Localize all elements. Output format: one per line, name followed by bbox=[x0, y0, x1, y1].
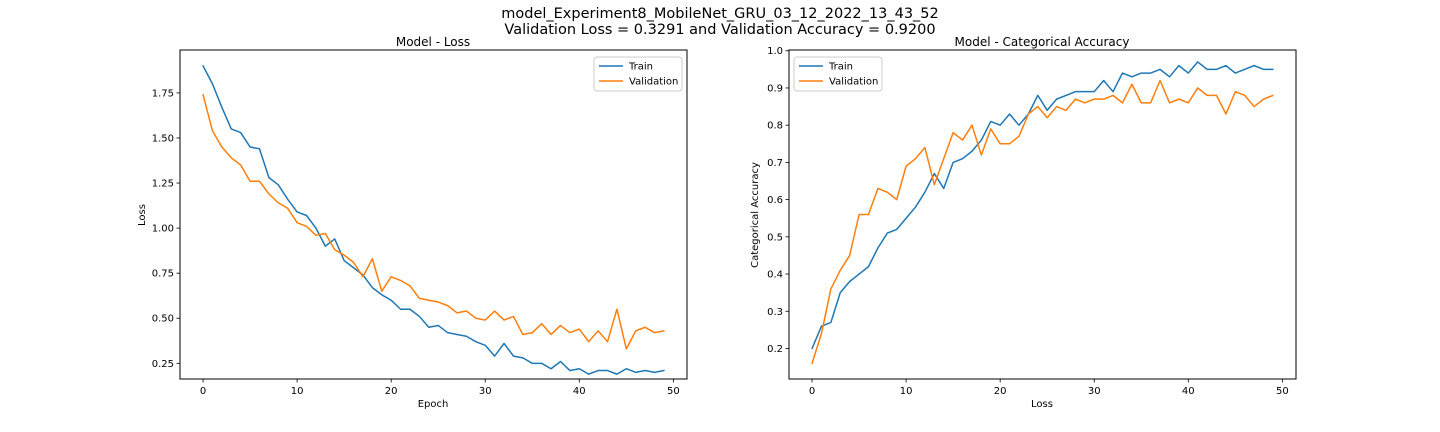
accuracy-y-tick-label: 0.9 bbox=[767, 83, 783, 94]
accuracy-y-tick-label: 0.3 bbox=[767, 307, 783, 318]
loss-x-tick-label: 40 bbox=[573, 386, 586, 397]
accuracy-ticks: 0 10 20 30 40 50 0.2 0.3 0.4 0.5 0.6 0.7 0.8 0.9 1.0 bbox=[767, 46, 1289, 397]
loss-legend-train-label: Train bbox=[628, 62, 653, 73]
loss-legend-validation-label: Validation bbox=[629, 77, 678, 88]
loss-x-tick-label: 10 bbox=[291, 386, 304, 397]
loss-y-tick-label: 0.25 bbox=[152, 359, 174, 370]
loss-ticks: 0 10 20 30 40 50 0.25 0.50 0.75 1.00 1.25 1.50 1.75 bbox=[152, 88, 680, 397]
loss-series-train-line bbox=[202, 65, 665, 375]
loss-x-tick-label: 0 bbox=[200, 386, 206, 397]
accuracy-legend: Train Validation bbox=[793, 56, 883, 92]
loss-x-axis-label: Epoch bbox=[418, 399, 449, 410]
loss-x-tick-label: 50 bbox=[667, 386, 680, 397]
accuracy-y-axis-label: Categorical Accuracy bbox=[750, 162, 761, 268]
loss-series-validation-line bbox=[202, 93, 665, 350]
accuracy-series-train-line bbox=[811, 61, 1274, 350]
loss-y-tick-label: 1.25 bbox=[152, 179, 174, 190]
accuracy-x-tick-label: 10 bbox=[900, 386, 913, 397]
accuracy-y-tick-label: 1.0 bbox=[767, 46, 783, 57]
accuracy-lines bbox=[811, 61, 1274, 365]
accuracy-y-tick-label: 0.6 bbox=[767, 195, 783, 206]
loss-y-tick-label: 1.75 bbox=[152, 88, 174, 99]
loss-y-tick-label: 0.75 bbox=[152, 269, 174, 280]
loss-x-tick-label: 20 bbox=[385, 386, 398, 397]
loss-y-tick-label: 1.50 bbox=[152, 133, 174, 144]
accuracy-y-tick-label: 0.7 bbox=[767, 158, 783, 169]
accuracy-chart: Model - Categorical Accuracy Loss Catego… bbox=[750, 35, 1297, 410]
figure-suptitle-line1: model_Experiment8_MobileNet_GRU_03_12_20… bbox=[501, 6, 939, 22]
accuracy-series-validation-line bbox=[811, 79, 1274, 365]
accuracy-axes-frame bbox=[788, 49, 1297, 380]
accuracy-x-tick-label: 0 bbox=[809, 386, 815, 397]
accuracy-x-tick-label: 30 bbox=[1088, 386, 1101, 397]
loss-chart: Model - Loss Epoch Loss 0 10 20 30 40 500.250… bbox=[137, 35, 688, 410]
accuracy-legend-validation-label: Validation bbox=[829, 77, 878, 88]
accuracy-x-tick-label: 50 bbox=[1276, 386, 1289, 397]
loss-x-tick-label: 30 bbox=[479, 386, 492, 397]
loss-y-axis-label: Loss bbox=[137, 204, 148, 226]
loss-axes-frame bbox=[179, 49, 688, 380]
loss-y-tick-label: 1.00 bbox=[152, 224, 174, 235]
accuracy-x-tick-label: 40 bbox=[1182, 386, 1195, 397]
accuracy-y-tick-label: 0.2 bbox=[767, 344, 783, 355]
figure-suptitle-line2: Validation Loss = 0.3291 and Validation … bbox=[504, 22, 936, 38]
accuracy-chart-title: Model - Categorical Accuracy bbox=[955, 35, 1130, 49]
accuracy-y-tick-label: 0.8 bbox=[767, 121, 783, 132]
accuracy-legend-train-label: Train bbox=[828, 62, 853, 73]
accuracy-x-tick-label: 20 bbox=[994, 386, 1007, 397]
loss-y-tick-label: 0.50 bbox=[152, 314, 174, 325]
loss-chart-title: Model - Loss bbox=[396, 35, 470, 49]
accuracy-x-axis-label: Loss bbox=[1031, 399, 1053, 410]
loss-lines bbox=[202, 65, 665, 375]
accuracy-y-tick-label: 0.5 bbox=[767, 232, 783, 243]
accuracy-y-tick-label: 0.4 bbox=[767, 270, 783, 281]
loss-legend: Train Validation bbox=[593, 56, 683, 92]
